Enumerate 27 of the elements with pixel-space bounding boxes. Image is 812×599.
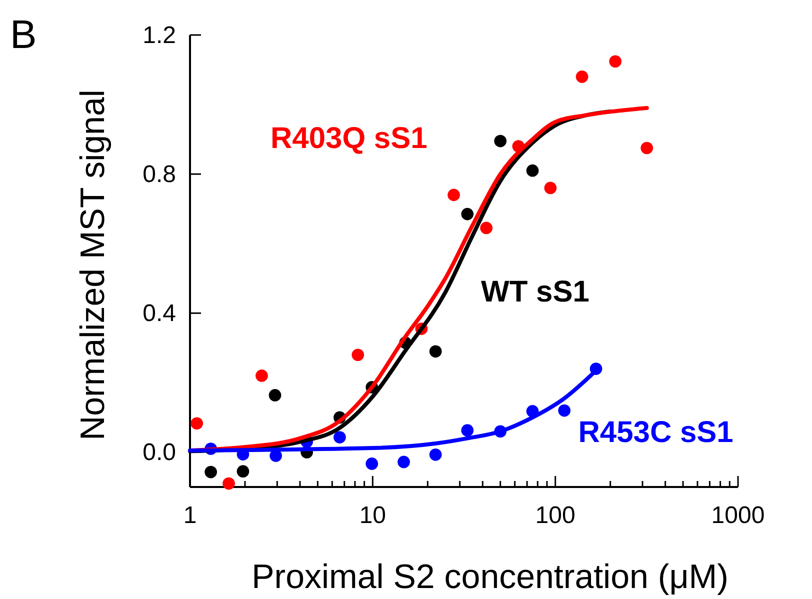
y-axis-title: Normalized MST signal (74, 90, 112, 440)
x-tick-label: 1 (183, 502, 197, 529)
point (526, 164, 539, 177)
point (236, 465, 250, 478)
point (268, 389, 282, 402)
point (429, 448, 442, 461)
y-tick-label: 0.4 (142, 300, 176, 328)
y-tick-label: 1.2 (142, 22, 176, 49)
x-tick-label: 10 (359, 502, 386, 529)
point (398, 456, 410, 468)
point (429, 345, 442, 358)
point (366, 458, 378, 470)
x-tick-label: 1000 (711, 502, 765, 529)
point (461, 208, 474, 220)
point (204, 466, 217, 478)
series-label: R403Q sS1 (270, 122, 428, 155)
text: B (10, 13, 37, 57)
series-label: WT sS1 (481, 276, 590, 309)
point (461, 424, 474, 436)
point (334, 431, 346, 444)
y-tick-label: 0.0 (142, 439, 176, 466)
y-tick-label: 0.8 (142, 161, 176, 188)
x-tick-label: 100 (535, 502, 576, 529)
series-label: R453C sS1 (578, 416, 734, 449)
point (558, 404, 571, 417)
point (494, 134, 507, 148)
x-axis-title: Proximal S2 concentration (μM) (252, 558, 728, 596)
